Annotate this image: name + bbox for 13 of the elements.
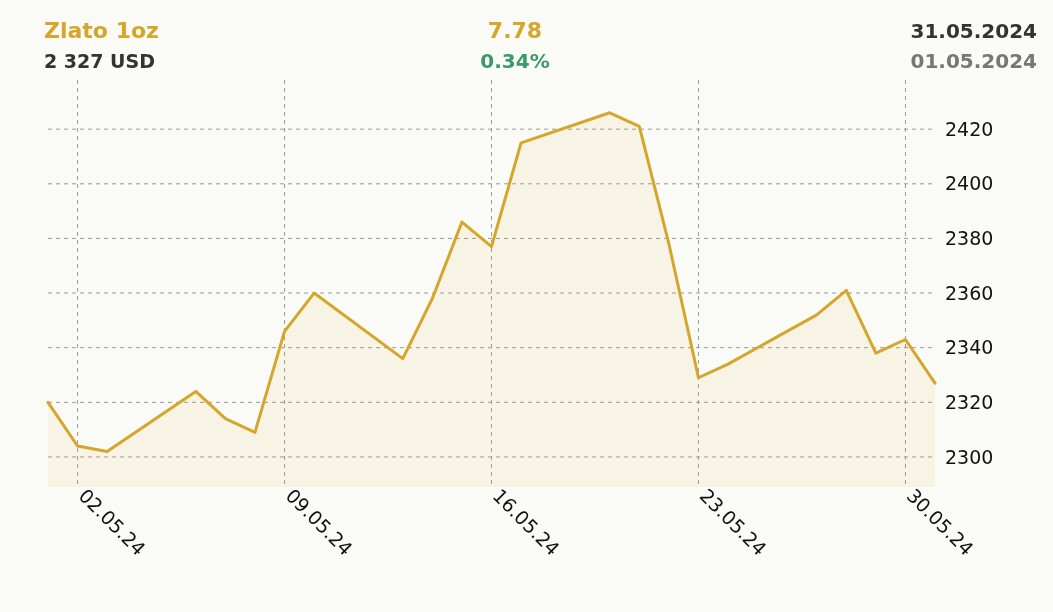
chart-subtitle: 2 327 USD [44, 50, 155, 72]
y-tick-label: 2340 [945, 336, 994, 359]
y-tick-label: 2420 [945, 117, 994, 140]
chart-title: Zlato 1oz [44, 18, 159, 43]
text: 0.34% [480, 49, 550, 73]
y-tick-label: 2300 [945, 445, 994, 468]
text: 31.05.2024 [910, 19, 1037, 43]
y-tick-label: 2320 [945, 390, 994, 413]
y-tick-label: 2360 [945, 281, 994, 304]
y-tick-label: 2400 [945, 172, 994, 195]
text: 01.05.2024 [910, 49, 1037, 73]
y-tick-label: 2380 [945, 227, 994, 250]
text: 7.78 [487, 18, 543, 43]
